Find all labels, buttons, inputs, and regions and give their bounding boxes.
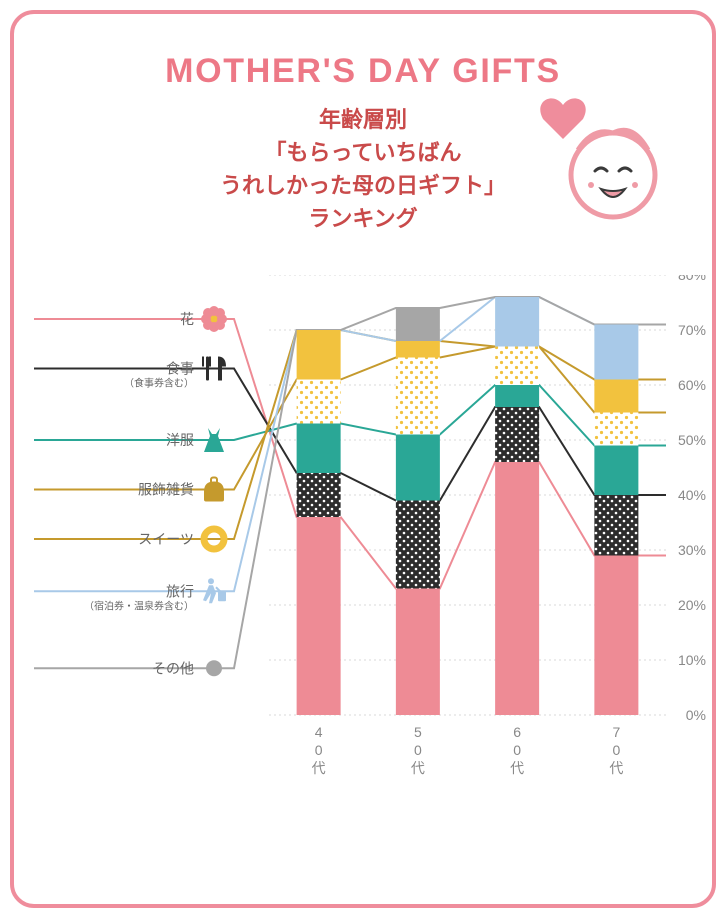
bar-meal [594, 495, 638, 556]
x-tick-label: 代 [609, 760, 623, 776]
bar-acc [495, 347, 539, 386]
y-tick-label: 70% [678, 322, 706, 338]
y-tick-label: 0% [686, 707, 706, 723]
bar-meal [495, 407, 539, 462]
legend-label-acc: 服飾雑貨 [138, 482, 194, 498]
infographic-frame: MOTHER'S DAY GIFTS 年齢層別 「もらっていちばん うれしかった… [10, 10, 716, 908]
x-tick-label: 6 [513, 724, 521, 740]
legend-sub-meal: （食事券含む） [124, 377, 194, 390]
bar-flowers [396, 589, 440, 716]
x-tick-label: 0 [315, 742, 323, 758]
connector-travel [34, 297, 666, 591]
y-tick-label: 60% [678, 377, 706, 393]
bar-clothes [495, 385, 539, 407]
x-tick-label: 4 [315, 724, 323, 740]
x-tick-label: 代 [312, 760, 326, 776]
bar-sweets [297, 330, 341, 380]
legend-sub-travel: （宿泊券・温泉券含む） [84, 599, 194, 612]
bar-meal [297, 473, 341, 517]
x-tick-label: 代 [411, 760, 425, 776]
y-tick-label: 40% [678, 487, 706, 503]
y-tick-label: 10% [678, 652, 706, 668]
bar-flowers [594, 556, 638, 716]
bar-clothes [594, 446, 638, 496]
bar-other [396, 308, 440, 341]
bar-acc [594, 413, 638, 446]
x-tick-label: 代 [510, 760, 524, 776]
bar-meal [396, 501, 440, 589]
x-tick-label: 0 [612, 742, 620, 758]
heart-icon [540, 98, 585, 139]
legend-label-meal: 食事 [166, 361, 194, 377]
connector-flowers [34, 319, 666, 589]
bar-sweets [396, 341, 440, 358]
bar-acc [396, 358, 440, 435]
connector-other [34, 297, 666, 668]
chart: 0%10%20%30%40%50%60%70%80% その他 旅行（宿泊券・温泉… [34, 275, 692, 835]
legend-label-flowers: 花 [180, 311, 194, 327]
mom-illustration [533, 95, 663, 235]
connector-sweets [34, 330, 666, 539]
x-tick-label: 0 [414, 742, 422, 758]
y-tick-label: 80% [678, 275, 706, 283]
legend-label-travel: 旅行 [166, 583, 194, 599]
connector-clothes [34, 385, 666, 446]
bar-acc [297, 380, 341, 424]
bar-flowers [297, 517, 341, 715]
legend-label-other: その他 [152, 660, 194, 676]
bar-clothes [297, 424, 341, 474]
page-title: MOTHER'S DAY GIFTS [34, 52, 692, 91]
chart-svg: 0% 10% 20% 30% 40% 50% 60% 70% 80% その他 旅行（宿泊券・温泉… [34, 275, 726, 835]
legend-label-sweets: スイーツ [138, 531, 194, 547]
y-tick-label: 30% [678, 542, 706, 558]
y-tick-label: 20% [678, 597, 706, 613]
x-tick-label: 0 [513, 742, 521, 758]
legend-label-clothes: 洋服 [166, 432, 194, 448]
bar-travel [495, 297, 539, 347]
x-tick-label: 5 [414, 724, 422, 740]
bar-sweets [594, 380, 638, 413]
subtitle-block: 年齢層別 「もらっていちばん うれしかった母の日ギフト」 ランキング [83, 103, 643, 235]
x-tick-label: 7 [612, 724, 620, 740]
bar-flowers [495, 462, 539, 715]
bar-travel [594, 325, 638, 380]
bar-clothes [396, 435, 440, 501]
y-tick-label: 50% [678, 432, 706, 448]
